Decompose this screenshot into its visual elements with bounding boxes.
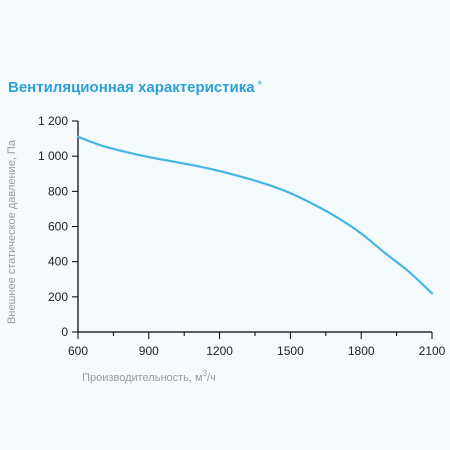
y-tick-label: 1 200	[38, 114, 68, 128]
x-tick-label: 600	[68, 344, 88, 358]
y-tick-label: 0	[61, 325, 68, 339]
x-axis-label: Производительность, м3/ч	[82, 369, 216, 384]
x-axis-label-sup: 3	[203, 369, 208, 378]
chart-title: Вентиляционная характеристика *	[8, 79, 262, 96]
x-tick-label: 1500	[277, 344, 304, 358]
x-tick-label: 900	[139, 344, 159, 358]
y-tick-label: 800	[48, 184, 68, 198]
x-tick-label: 2100	[419, 344, 446, 358]
y-tick-label: 400	[48, 255, 68, 269]
chart-title-text: Вентиляционная характеристика	[8, 79, 255, 96]
x-tick-label: 1200	[206, 344, 233, 358]
x-axis-label-tail: /ч	[207, 372, 216, 384]
y-tick-label: 200	[48, 290, 68, 304]
y-tick-label: 1 000	[38, 149, 68, 163]
y-tick-label: 600	[48, 220, 68, 234]
y-axis-label-text: Внешнее статическое давление, Па	[6, 139, 18, 324]
x-axis-label-main: Производительность, м	[82, 372, 202, 384]
series-line	[76, 135, 434, 295]
chart-title-asterisk: *	[257, 79, 262, 91]
x-tick-label: 1800	[348, 344, 375, 358]
y-axis-label: Внешнее статическое давление, Па	[6, 139, 18, 324]
